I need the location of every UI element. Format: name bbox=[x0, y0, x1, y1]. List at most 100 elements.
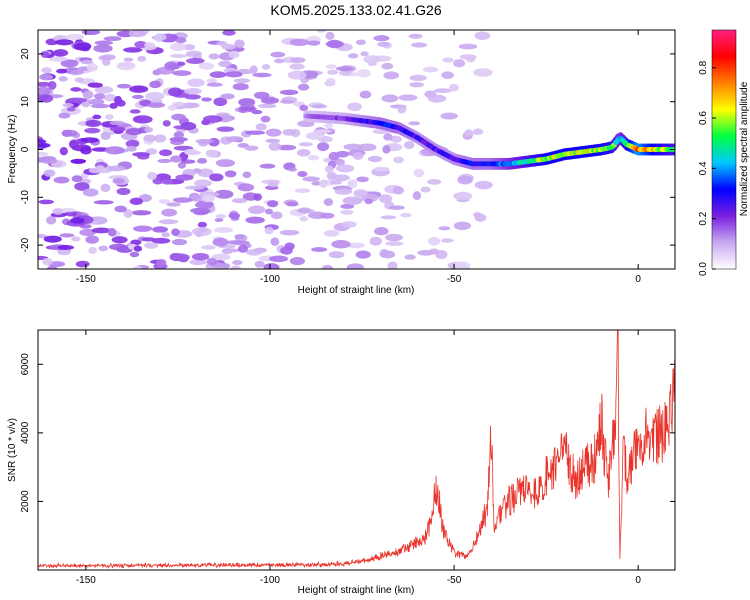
figure-title: KOM5.2025.133.02.41.G26 bbox=[270, 2, 441, 18]
spectrogram-cell bbox=[144, 242, 159, 249]
spectrogram-cell bbox=[319, 212, 335, 219]
spectrogram-cell bbox=[263, 263, 280, 269]
spectrogram-cell bbox=[130, 239, 142, 246]
spectrogram-cell bbox=[298, 142, 313, 147]
spectrogram-cell bbox=[346, 242, 365, 249]
spectrogram-cell bbox=[68, 140, 79, 149]
spectrogram-cell bbox=[212, 237, 229, 247]
spectrogram-cell bbox=[195, 139, 214, 144]
spectrogram-cell bbox=[191, 227, 212, 237]
spectrogram-cell bbox=[335, 66, 354, 72]
snr-panel: -150 -100 -50 0 2000 4000 6000 Height of strai… bbox=[7, 329, 676, 596]
spectrogram-cell bbox=[198, 62, 215, 70]
spectrogram-cell bbox=[393, 156, 404, 164]
x-tick-label: -100 bbox=[260, 274, 280, 285]
spectrogram-cell bbox=[197, 168, 214, 178]
spectrogram-cell bbox=[152, 226, 169, 233]
spectrogram-cell bbox=[265, 138, 281, 143]
spectrogram-cell bbox=[105, 114, 114, 120]
spectrogram-cell bbox=[156, 259, 167, 266]
spectrogram-cell bbox=[68, 97, 88, 104]
spectrogram-cell bbox=[224, 170, 237, 178]
spectrogram-cell bbox=[162, 120, 171, 127]
spectrogram-cell bbox=[52, 207, 64, 215]
spectrogram-cell bbox=[324, 165, 334, 174]
spectrogram-cell bbox=[166, 202, 181, 207]
spectrogram-cell bbox=[129, 251, 140, 258]
spectrogram-cell bbox=[132, 266, 143, 269]
spectrogram-cell bbox=[201, 97, 212, 102]
spectrogram-cell bbox=[144, 42, 156, 48]
spectrogram-cell bbox=[343, 143, 363, 151]
spectrogram-cell bbox=[449, 84, 459, 92]
spectrogram-cell bbox=[211, 253, 231, 261]
spectrogram-cell bbox=[355, 250, 371, 259]
spectrogram-cell bbox=[302, 176, 321, 182]
spectrogram-cell bbox=[41, 51, 50, 58]
spectrogram-cell bbox=[335, 164, 355, 173]
spectrogram-cell bbox=[359, 90, 372, 99]
spectrogram-cell bbox=[324, 123, 334, 129]
spectrogram-cell bbox=[57, 244, 74, 250]
spectrogram-cell bbox=[251, 109, 263, 115]
spectrogram-cell bbox=[411, 42, 428, 48]
spectrogram-cell bbox=[276, 144, 297, 151]
spectrogram-cell bbox=[153, 134, 167, 143]
spectrogram-cell bbox=[453, 59, 466, 68]
spectrogram-cell bbox=[245, 248, 263, 256]
spectrogram-cell bbox=[249, 65, 258, 75]
spectrogram-cell bbox=[453, 221, 471, 231]
spectrogram-cell bbox=[171, 113, 186, 121]
spectrogram-cell bbox=[170, 42, 186, 52]
spectrogram-cell bbox=[279, 89, 299, 96]
spectrogram-cell bbox=[183, 43, 196, 51]
spectrogram-cell bbox=[353, 189, 368, 198]
spectrogram-cell bbox=[257, 103, 277, 109]
spectrogram-cell bbox=[245, 216, 265, 224]
spectrogram-cell bbox=[47, 80, 57, 90]
spectrogram-cell bbox=[94, 40, 114, 46]
spectrogram-cell bbox=[123, 209, 133, 218]
spectrogram-cell bbox=[381, 62, 394, 70]
spectrogram-cell bbox=[373, 35, 390, 42]
spectrogram-cell bbox=[116, 62, 136, 71]
spectrogram-cell bbox=[377, 41, 390, 47]
spectrogram-cell bbox=[233, 78, 251, 84]
spectrogram-cell bbox=[347, 179, 358, 189]
spectrogram-cell bbox=[433, 88, 452, 94]
spectrogram-cell bbox=[65, 33, 85, 41]
spectrogram-cell bbox=[216, 40, 228, 47]
spectrogram-cell bbox=[215, 159, 236, 167]
colorbar: 0.0 0.2 0.4 0.6 0.8 Normalized spectral ampl… bbox=[698, 29, 750, 276]
spectrogram-cell bbox=[296, 148, 311, 157]
spectrogram-cell bbox=[141, 237, 156, 242]
spectrogram-panel: -150 -100 -50 0 20 10 0 -10 -20 Height of straig… bbox=[7, 29, 676, 296]
spectrogram-cell bbox=[87, 82, 103, 88]
spectrogram-cell bbox=[267, 180, 279, 188]
spectrogram-cell bbox=[297, 170, 308, 178]
spectrogram-cell bbox=[264, 226, 274, 235]
spectrogram-cell bbox=[287, 70, 307, 80]
spectrogram-cell bbox=[49, 56, 68, 62]
y-tick-label: 4000 bbox=[20, 421, 31, 444]
colorbar-tick-label: 0.2 bbox=[698, 211, 709, 225]
spectrogram-cell bbox=[171, 238, 188, 246]
spectrogram-cell bbox=[70, 158, 87, 164]
spectrogram-cell bbox=[404, 254, 416, 260]
spectrogram-cell bbox=[116, 187, 131, 196]
spectrogram-cell bbox=[356, 69, 371, 78]
spectrogram-cell bbox=[323, 229, 340, 237]
spectrogram-cell bbox=[474, 213, 487, 222]
spectrogram-cell bbox=[123, 47, 143, 53]
spectrogram-cell bbox=[259, 163, 276, 169]
spectrogram-cell bbox=[222, 30, 236, 36]
spectrogram-cell bbox=[125, 128, 143, 136]
spectrogram-cell bbox=[161, 208, 178, 217]
spectrogram-cell bbox=[82, 90, 94, 99]
spectrogram-cell bbox=[474, 31, 491, 41]
spectrogram-cell bbox=[134, 40, 147, 49]
spectrogram-cell bbox=[88, 98, 105, 105]
spectrogram-cell bbox=[367, 61, 378, 67]
spectrogram-cell bbox=[215, 213, 227, 219]
spectrogram-cell bbox=[60, 59, 79, 68]
